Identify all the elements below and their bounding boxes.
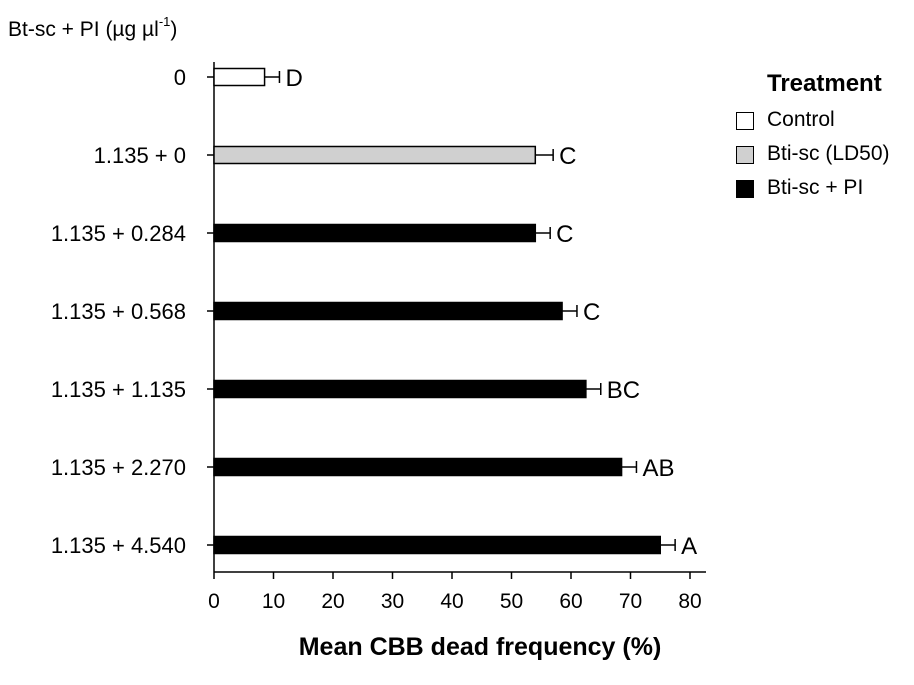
x-tick-label: 50	[500, 590, 523, 613]
y-axis-title-text: Bt-sc + PI (µg µl	[8, 18, 159, 41]
y-axis-title-superscript: -1	[158, 14, 171, 29]
legend-label-control: Control	[767, 108, 835, 131]
bar	[213, 457, 623, 477]
category-label: 1.135 + 0.568	[51, 299, 186, 324]
legend-item-control: Control	[734, 108, 904, 134]
category-label: 1.135 + 0	[94, 143, 186, 168]
category-label: 1.135 + 2.270	[51, 455, 186, 480]
bar	[213, 301, 563, 321]
significance-letter: A	[681, 533, 697, 560]
significance-letter: D	[285, 65, 302, 92]
legend-swatch-bti-sc	[736, 146, 754, 164]
legend-item-bti-sc-pi: Bti-sc + PI	[734, 176, 904, 202]
significance-letter: C	[559, 143, 576, 170]
significance-letter: C	[583, 299, 600, 326]
x-tick-label: 10	[262, 590, 285, 613]
legend-item-bti-sc: Bti-sc (LD50)	[734, 142, 904, 168]
bar	[213, 67, 266, 87]
category-label: 1.135 + 0.284	[51, 221, 186, 246]
y-axis-title-close: )	[170, 18, 178, 41]
bar	[213, 379, 587, 399]
x-tick-label: 40	[440, 590, 463, 613]
x-tick-label: 20	[321, 590, 344, 613]
legend-label-bti-sc-pi: Bti-sc + PI	[767, 176, 864, 199]
legend-title: Treatment	[767, 70, 882, 97]
x-tick-label: 0	[208, 590, 220, 613]
x-tick-label: 60	[559, 590, 582, 613]
x-tick-label: 80	[678, 590, 701, 613]
category-label: 1.135 + 4.540	[51, 533, 186, 558]
significance-letter: C	[556, 221, 573, 248]
legend-swatch-bti-sc-pi	[736, 180, 754, 198]
category-label: 0	[174, 65, 186, 90]
bar	[213, 145, 537, 165]
significance-letter: BC	[607, 377, 640, 404]
legend-swatch-control	[736, 112, 754, 130]
bar	[213, 223, 537, 243]
legend-label-bti-sc: Bti-sc (LD50)	[767, 142, 890, 165]
x-tick-label: 30	[381, 590, 404, 613]
category-label: 1.135 + 1.135	[51, 377, 186, 402]
x-axis-title: Mean CBB dead frequency (%)	[299, 633, 662, 661]
bar	[213, 535, 661, 555]
y-axis-title: Bt-sc + PI (µg µl-1)	[8, 14, 178, 42]
significance-letter: AB	[642, 455, 674, 482]
x-tick-label: 70	[619, 590, 642, 613]
